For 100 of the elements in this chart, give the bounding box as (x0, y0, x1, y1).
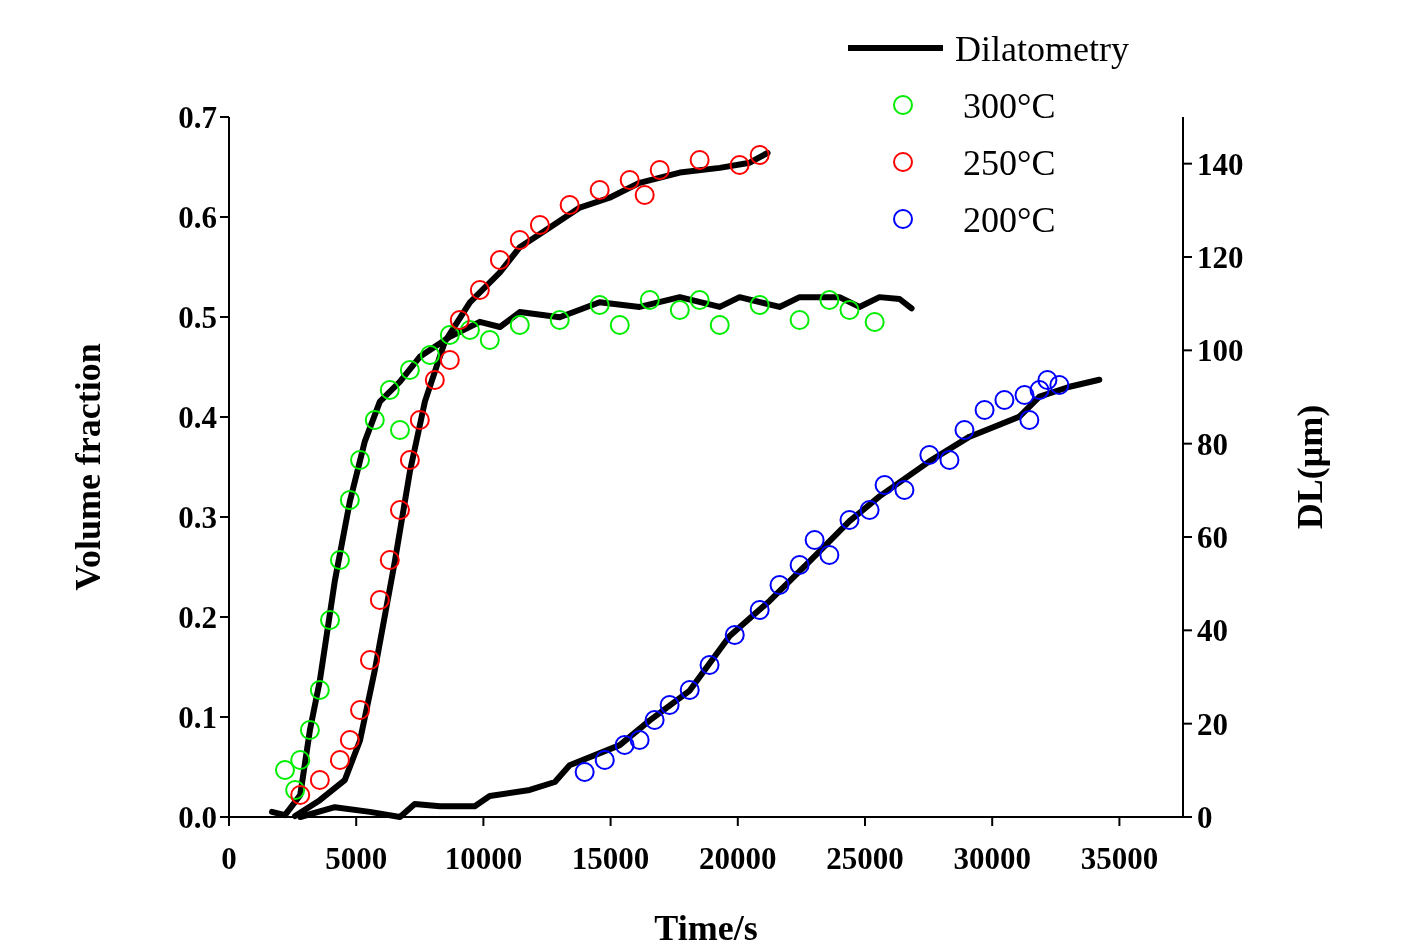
point (459, 320, 480, 340)
point (724, 625, 745, 645)
point (994, 390, 1015, 410)
point (864, 312, 885, 332)
y2-tick-label: 120 (1197, 239, 1244, 275)
point (379, 380, 400, 400)
point (679, 680, 700, 700)
y2-tick-label: 100 (1197, 333, 1244, 369)
y-tick-label: 0.0 (178, 799, 217, 835)
point (509, 230, 530, 250)
point (559, 195, 580, 215)
point (320, 610, 340, 630)
y2-tick-label: 140 (1197, 146, 1244, 182)
point (589, 180, 610, 200)
point (369, 590, 390, 610)
point (399, 360, 420, 380)
point (1037, 370, 1058, 390)
y2-axis-title: DL(μm) (1290, 404, 1330, 530)
point (549, 310, 570, 330)
point (709, 315, 730, 335)
y-tick-label: 0.2 (178, 599, 217, 635)
point (629, 730, 650, 750)
point (789, 310, 810, 330)
point (749, 600, 770, 620)
x-tick-label: 15000 (571, 841, 650, 876)
point (299, 720, 320, 740)
point (389, 500, 410, 520)
point (419, 345, 440, 365)
y-tick-label: 0.1 (178, 699, 217, 735)
point (309, 770, 330, 790)
point (285, 780, 306, 800)
point (649, 160, 670, 180)
point (439, 325, 460, 345)
point (919, 445, 940, 465)
point (339, 730, 360, 750)
point (479, 330, 500, 350)
point (364, 410, 385, 430)
point (329, 550, 350, 570)
point (379, 550, 400, 570)
legend-label: 200°C (963, 199, 1056, 240)
point (874, 475, 895, 495)
y-tick-label: 0.5 (178, 299, 217, 335)
point (339, 490, 360, 510)
y-tick-label: 0.4 (178, 399, 217, 435)
point (409, 410, 430, 430)
point (639, 290, 660, 310)
point (659, 695, 680, 715)
y2-tick-label: 80 (1197, 426, 1228, 462)
x-tick-label: 10000 (444, 841, 523, 876)
point (574, 762, 595, 782)
point (839, 300, 860, 320)
x-tick-label: 20000 (699, 841, 777, 876)
point (449, 310, 470, 330)
point (804, 530, 825, 550)
x-tick-label: 25000 (826, 841, 904, 876)
point (839, 510, 860, 530)
point (634, 185, 655, 205)
point (359, 650, 380, 670)
x-tick-label: 35000 (1080, 841, 1159, 876)
point (789, 555, 810, 575)
point (274, 760, 295, 780)
point (469, 280, 490, 300)
point (509, 315, 530, 335)
point (689, 290, 710, 310)
point (389, 420, 410, 440)
point (309, 680, 330, 700)
x-tick-label: 0 (221, 841, 237, 876)
point (614, 735, 635, 755)
y-axis-title: Volume fraction (68, 343, 108, 591)
point (769, 575, 790, 595)
y2-tick-label: 0 (1197, 799, 1213, 835)
y2-tick-label: 60 (1197, 519, 1228, 555)
point (399, 450, 420, 470)
point (974, 400, 995, 420)
y-tick-label: 0.3 (178, 499, 217, 535)
y2-tick-label: 20 (1197, 706, 1228, 742)
point (290, 750, 311, 770)
point (594, 750, 615, 770)
point (669, 300, 690, 320)
point (749, 295, 770, 315)
point (1049, 375, 1070, 395)
x-tick-label: 30000 (953, 841, 1031, 876)
point (329, 750, 350, 770)
point (749, 145, 770, 165)
y2-tick-label: 40 (1197, 613, 1228, 649)
point (689, 150, 710, 170)
legend-label: 250°C (963, 142, 1056, 183)
point (954, 420, 975, 440)
y-tick-label: 0.7 (178, 99, 217, 135)
point (619, 170, 640, 190)
point (644, 710, 665, 730)
point (729, 155, 750, 175)
point (819, 290, 840, 310)
point (1029, 380, 1050, 400)
point (699, 655, 720, 675)
point (350, 450, 371, 470)
point (894, 480, 915, 500)
point (290, 785, 311, 805)
x-axis-title: Time/s (654, 908, 758, 948)
point (1014, 385, 1035, 405)
